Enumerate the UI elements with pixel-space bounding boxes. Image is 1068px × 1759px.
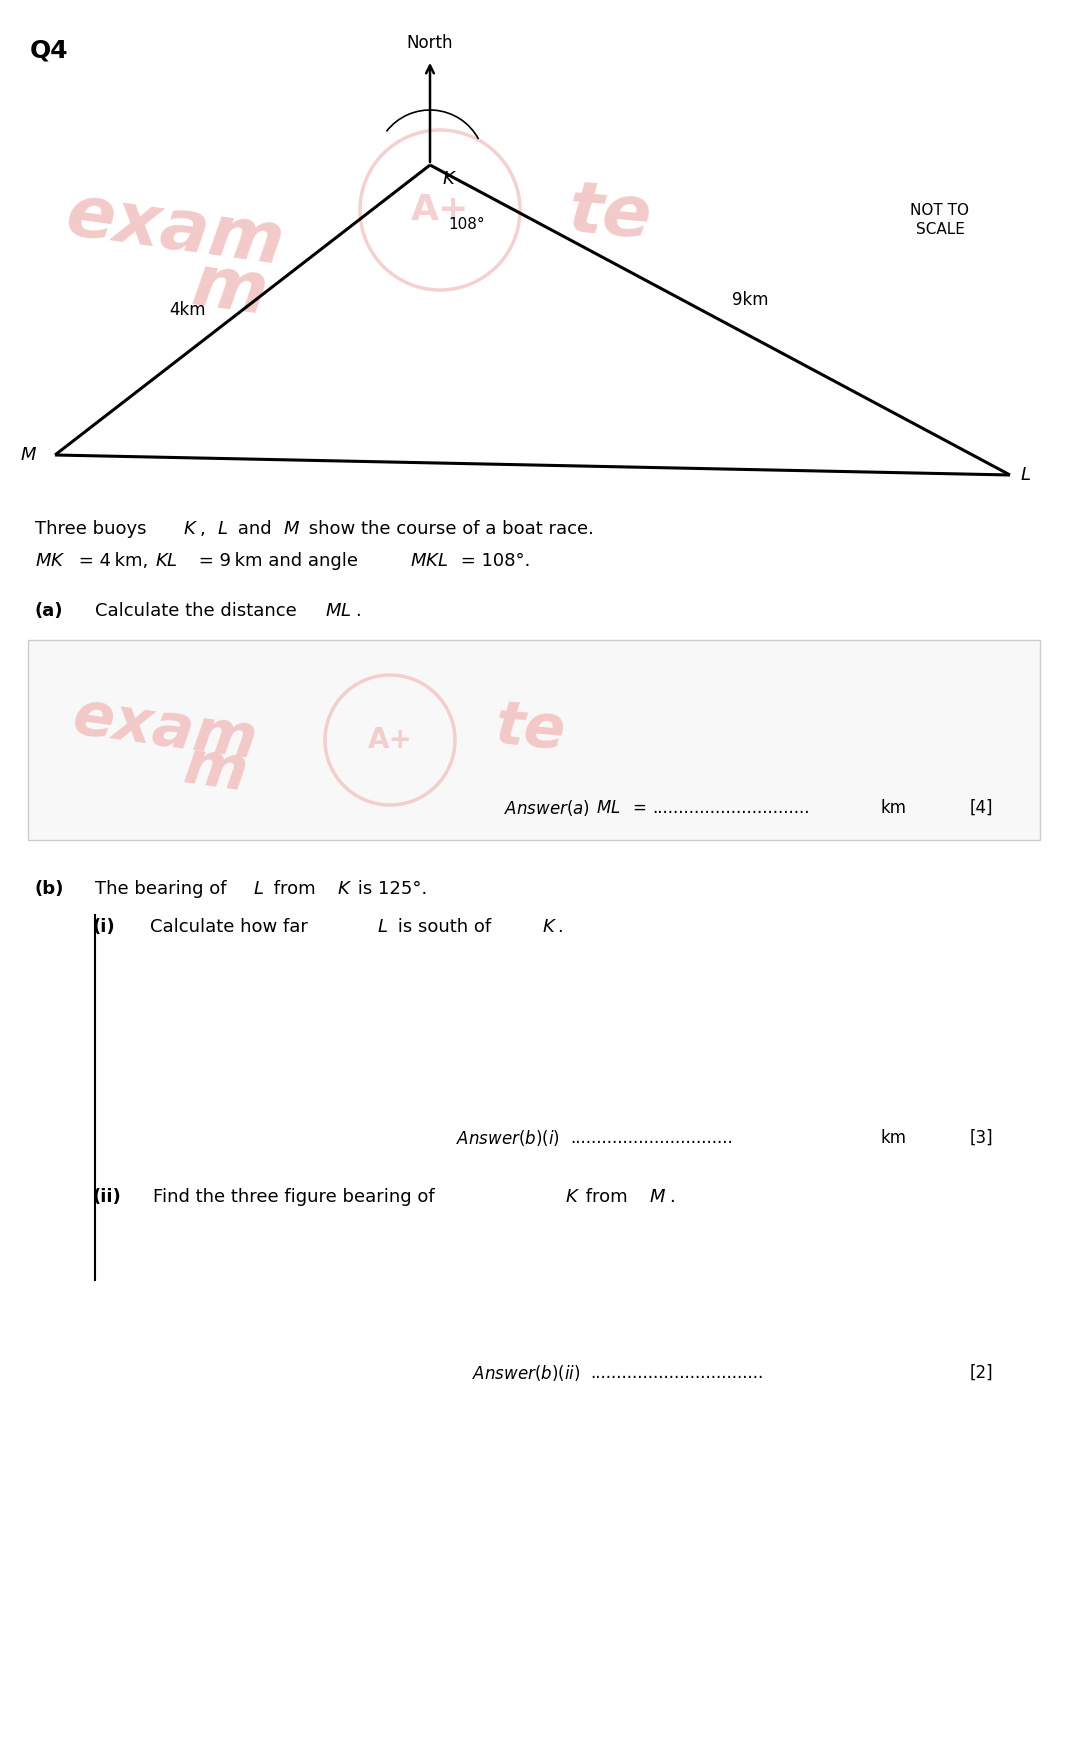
Text: (i): (i) bbox=[93, 918, 115, 936]
Text: Q4: Q4 bbox=[30, 39, 68, 62]
Text: (a): (a) bbox=[35, 602, 63, 619]
Text: $L$: $L$ bbox=[217, 521, 227, 538]
Text: $K$: $K$ bbox=[541, 918, 557, 936]
Text: te: te bbox=[565, 178, 655, 253]
Text: (b): (b) bbox=[35, 880, 64, 899]
Text: .................................: ................................. bbox=[590, 1363, 764, 1383]
Text: ...............................: ............................... bbox=[570, 1129, 733, 1147]
Text: .: . bbox=[355, 602, 361, 619]
FancyBboxPatch shape bbox=[28, 640, 1040, 841]
Text: .: . bbox=[669, 1187, 675, 1207]
Text: NOT TO
SCALE: NOT TO SCALE bbox=[911, 202, 970, 237]
Text: from: from bbox=[268, 880, 321, 899]
Text: = 9 km and angle: = 9 km and angle bbox=[193, 552, 364, 570]
Text: show the course of a boat race.: show the course of a boat race. bbox=[303, 521, 594, 538]
Text: ,: , bbox=[200, 521, 211, 538]
Text: $Answer(b)(i)$: $Answer(b)(i)$ bbox=[456, 1128, 560, 1149]
Text: Calculate the distance: Calculate the distance bbox=[95, 602, 302, 619]
Text: te: te bbox=[492, 698, 568, 762]
Text: .: . bbox=[557, 918, 563, 936]
Text: 108°: 108° bbox=[447, 216, 485, 232]
Text: m: m bbox=[179, 737, 251, 804]
Text: $ML$: $ML$ bbox=[325, 602, 351, 619]
Text: A+: A+ bbox=[411, 193, 469, 227]
Text: $M$: $M$ bbox=[283, 521, 300, 538]
Text: exam: exam bbox=[68, 688, 262, 772]
Text: 9km: 9km bbox=[732, 290, 768, 310]
Text: $L$: $L$ bbox=[253, 880, 264, 899]
Text: km: km bbox=[880, 799, 906, 816]
Text: $MKL$: $MKL$ bbox=[410, 552, 449, 570]
Text: m: m bbox=[188, 250, 272, 329]
Text: The bearing of: The bearing of bbox=[95, 880, 232, 899]
Text: from: from bbox=[580, 1187, 633, 1207]
Text: $K$: $K$ bbox=[565, 1187, 580, 1207]
Text: Three buoys: Three buoys bbox=[35, 521, 153, 538]
Text: Find the three figure bearing of: Find the three figure bearing of bbox=[153, 1187, 440, 1207]
Text: =: = bbox=[632, 799, 646, 816]
Text: [3]: [3] bbox=[970, 1129, 993, 1147]
Text: $K$: $K$ bbox=[337, 880, 352, 899]
Text: 4km: 4km bbox=[169, 301, 206, 318]
Text: North: North bbox=[407, 33, 453, 53]
Text: $M$: $M$ bbox=[20, 447, 37, 464]
Text: $K$: $K$ bbox=[442, 171, 457, 188]
Text: is south of: is south of bbox=[392, 918, 497, 936]
Text: A+: A+ bbox=[367, 726, 412, 755]
Text: $ML$: $ML$ bbox=[596, 799, 621, 816]
Text: $Answer(b)(ii)$: $Answer(b)(ii)$ bbox=[472, 1363, 580, 1383]
Text: $KL$: $KL$ bbox=[155, 552, 177, 570]
Text: (ii): (ii) bbox=[93, 1187, 122, 1207]
Text: [4]: [4] bbox=[970, 799, 993, 816]
Text: $Answer(a)$: $Answer(a)$ bbox=[504, 799, 590, 818]
Text: exam: exam bbox=[62, 181, 288, 280]
Text: and: and bbox=[232, 521, 278, 538]
Text: ..............................: .............................. bbox=[651, 799, 810, 816]
Text: is 125°.: is 125°. bbox=[352, 880, 427, 899]
Text: $MK$: $MK$ bbox=[35, 552, 65, 570]
Text: [2]: [2] bbox=[970, 1363, 993, 1383]
Text: km: km bbox=[880, 1129, 906, 1147]
Text: $L$: $L$ bbox=[377, 918, 388, 936]
Text: $M$: $M$ bbox=[649, 1187, 666, 1207]
Text: = 4 km,: = 4 km, bbox=[73, 552, 154, 570]
Text: Calculate how far: Calculate how far bbox=[150, 918, 314, 936]
Text: = 108°.: = 108°. bbox=[455, 552, 531, 570]
Text: $K$: $K$ bbox=[183, 521, 198, 538]
Text: $L$: $L$ bbox=[1020, 466, 1031, 484]
